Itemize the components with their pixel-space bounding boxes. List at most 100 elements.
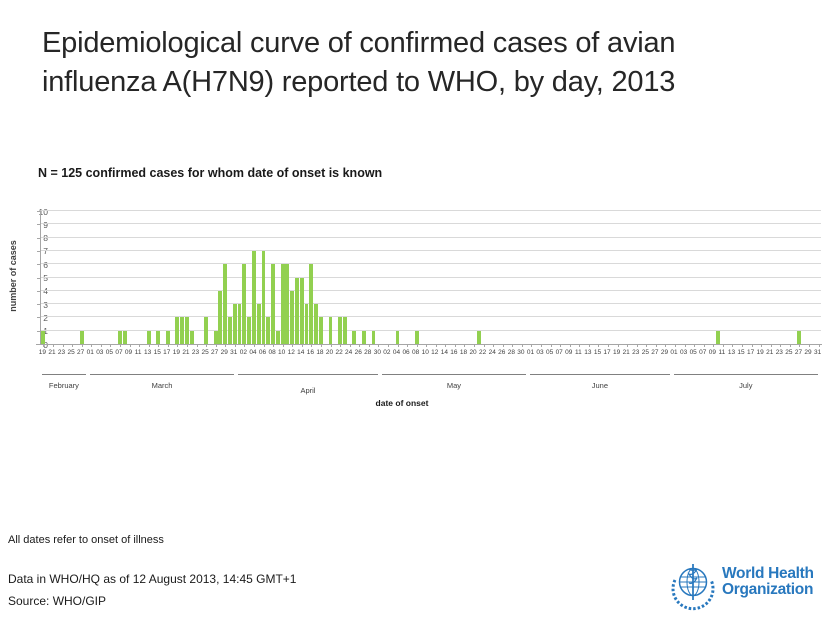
case-bar-april-18 <box>318 317 323 344</box>
case-bar-april-14 <box>299 277 304 344</box>
x-tick-mark <box>588 344 590 347</box>
x-tick-label: 22 <box>335 349 343 356</box>
x-tick-mark <box>407 344 409 347</box>
x-tick-label: 19 <box>613 349 621 356</box>
x-tick-mark <box>627 344 629 347</box>
x-tick-label: 12 <box>287 349 295 356</box>
case-bar-march-21 <box>184 317 189 344</box>
x-tick-mark <box>167 344 169 347</box>
x-tick-mark <box>292 344 294 347</box>
gridline <box>41 236 821 238</box>
x-tick-mark <box>445 344 447 347</box>
case-bar-april-7 <box>266 317 271 344</box>
case-bar-april-8 <box>271 264 275 344</box>
x-tick-mark <box>340 344 342 347</box>
x-tick-mark <box>263 344 265 347</box>
case-bar-july-27 <box>797 330 802 344</box>
case-bar-march-19 <box>175 317 180 344</box>
x-tick-label: 07 <box>115 349 123 356</box>
page-title: Epidemiological curve of confirmed cases… <box>42 24 812 102</box>
x-tick-label: 03 <box>536 349 544 356</box>
x-tick-mark <box>215 344 217 347</box>
x-tick-label: 07 <box>699 349 707 356</box>
x-tick-label: 23 <box>57 349 66 356</box>
case-bar-march-17 <box>165 330 170 344</box>
x-tick-mark <box>206 344 208 347</box>
gridline <box>41 223 821 225</box>
case-bar-april-9 <box>275 330 280 344</box>
who-logo-line1: World Health <box>722 565 814 582</box>
x-tick-mark <box>81 344 83 347</box>
month-label: July <box>739 381 753 390</box>
x-tick-label: 18 <box>316 349 324 356</box>
case-bar-march-7 <box>117 330 122 344</box>
y-axis-title: number of cases <box>8 240 18 312</box>
x-tick-label: 08 <box>268 349 276 356</box>
case-bar-april-10 <box>280 264 285 344</box>
who-emblem-icon <box>671 564 715 611</box>
x-tick-label: 13 <box>584 349 592 356</box>
x-tick-label: 13 <box>727 349 736 356</box>
x-tick-mark <box>713 344 715 347</box>
case-bar-february-27 <box>79 330 84 344</box>
x-axis-line <box>36 344 822 345</box>
y-tick-label: 5 <box>43 273 48 283</box>
case-bar-may-4 <box>395 330 400 344</box>
x-tick-mark <box>43 344 45 347</box>
month-label: April <box>300 386 316 395</box>
x-tick-label: 07 <box>555 349 563 356</box>
x-tick-label: 17 <box>163 349 171 356</box>
x-tick-mark <box>732 344 734 347</box>
y-tick-mark <box>37 330 41 332</box>
case-bar-april-11 <box>285 264 290 344</box>
x-tick-mark <box>311 344 313 347</box>
y-tick-mark <box>37 290 41 292</box>
x-tick-mark <box>665 344 667 347</box>
x-tick-label: 27 <box>77 349 85 356</box>
x-tick-label: 15 <box>153 349 161 356</box>
x-tick-label: 03 <box>96 349 104 356</box>
x-tick-mark <box>646 344 648 347</box>
x-tick-mark <box>158 344 160 347</box>
x-tick-label: 28 <box>507 349 515 356</box>
x-tick-label: 19 <box>172 349 180 356</box>
who-logo: World Health Organization <box>668 560 824 614</box>
x-tick-label: 15 <box>593 349 602 356</box>
x-tick-label: 26 <box>354 349 362 356</box>
x-tick-label: 09 <box>124 349 133 356</box>
x-tick-mark <box>799 344 801 347</box>
page-title-line2: influenza A(H7N9) reported to WHO, by da… <box>42 66 676 98</box>
x-tick-mark <box>780 344 782 347</box>
month-label: June <box>591 381 608 390</box>
x-tick-mark <box>454 344 456 347</box>
x-tick-label: 21 <box>182 349 190 356</box>
x-tick-label: 11 <box>134 349 142 356</box>
x-tick-label: 22 <box>479 349 487 356</box>
x-tick-mark <box>177 344 179 347</box>
x-tick-label: 09 <box>708 349 716 356</box>
case-bar-march-29 <box>223 264 228 344</box>
case-bar-april-27 <box>362 330 366 344</box>
gridline <box>41 316 821 318</box>
x-tick-mark <box>464 344 466 347</box>
x-tick-label: 19 <box>38 349 47 356</box>
case-bar-april-23 <box>342 317 347 344</box>
x-tick-label: 15 <box>737 349 745 356</box>
x-tick-label: 16 <box>306 349 314 356</box>
x-tick-mark <box>809 344 811 347</box>
month-span-july: July <box>673 374 818 399</box>
x-tick-label: 05 <box>546 349 554 356</box>
x-tick-mark <box>416 344 418 347</box>
case-bar-april-2 <box>242 264 247 344</box>
case-bar-july-10 <box>716 330 720 344</box>
y-tick-mark <box>37 304 41 306</box>
month-label: March <box>151 381 173 390</box>
x-tick-mark <box>617 344 619 347</box>
gridline <box>41 263 821 265</box>
x-tick-mark <box>282 344 284 347</box>
case-bar-march-31 <box>232 304 237 344</box>
y-tick-label: 3 <box>43 299 48 310</box>
x-tick-label: 23 <box>775 349 783 356</box>
page-title-line1: Epidemiological curve of confirmed cases… <box>42 27 676 59</box>
case-bar-march-22 <box>189 330 194 344</box>
